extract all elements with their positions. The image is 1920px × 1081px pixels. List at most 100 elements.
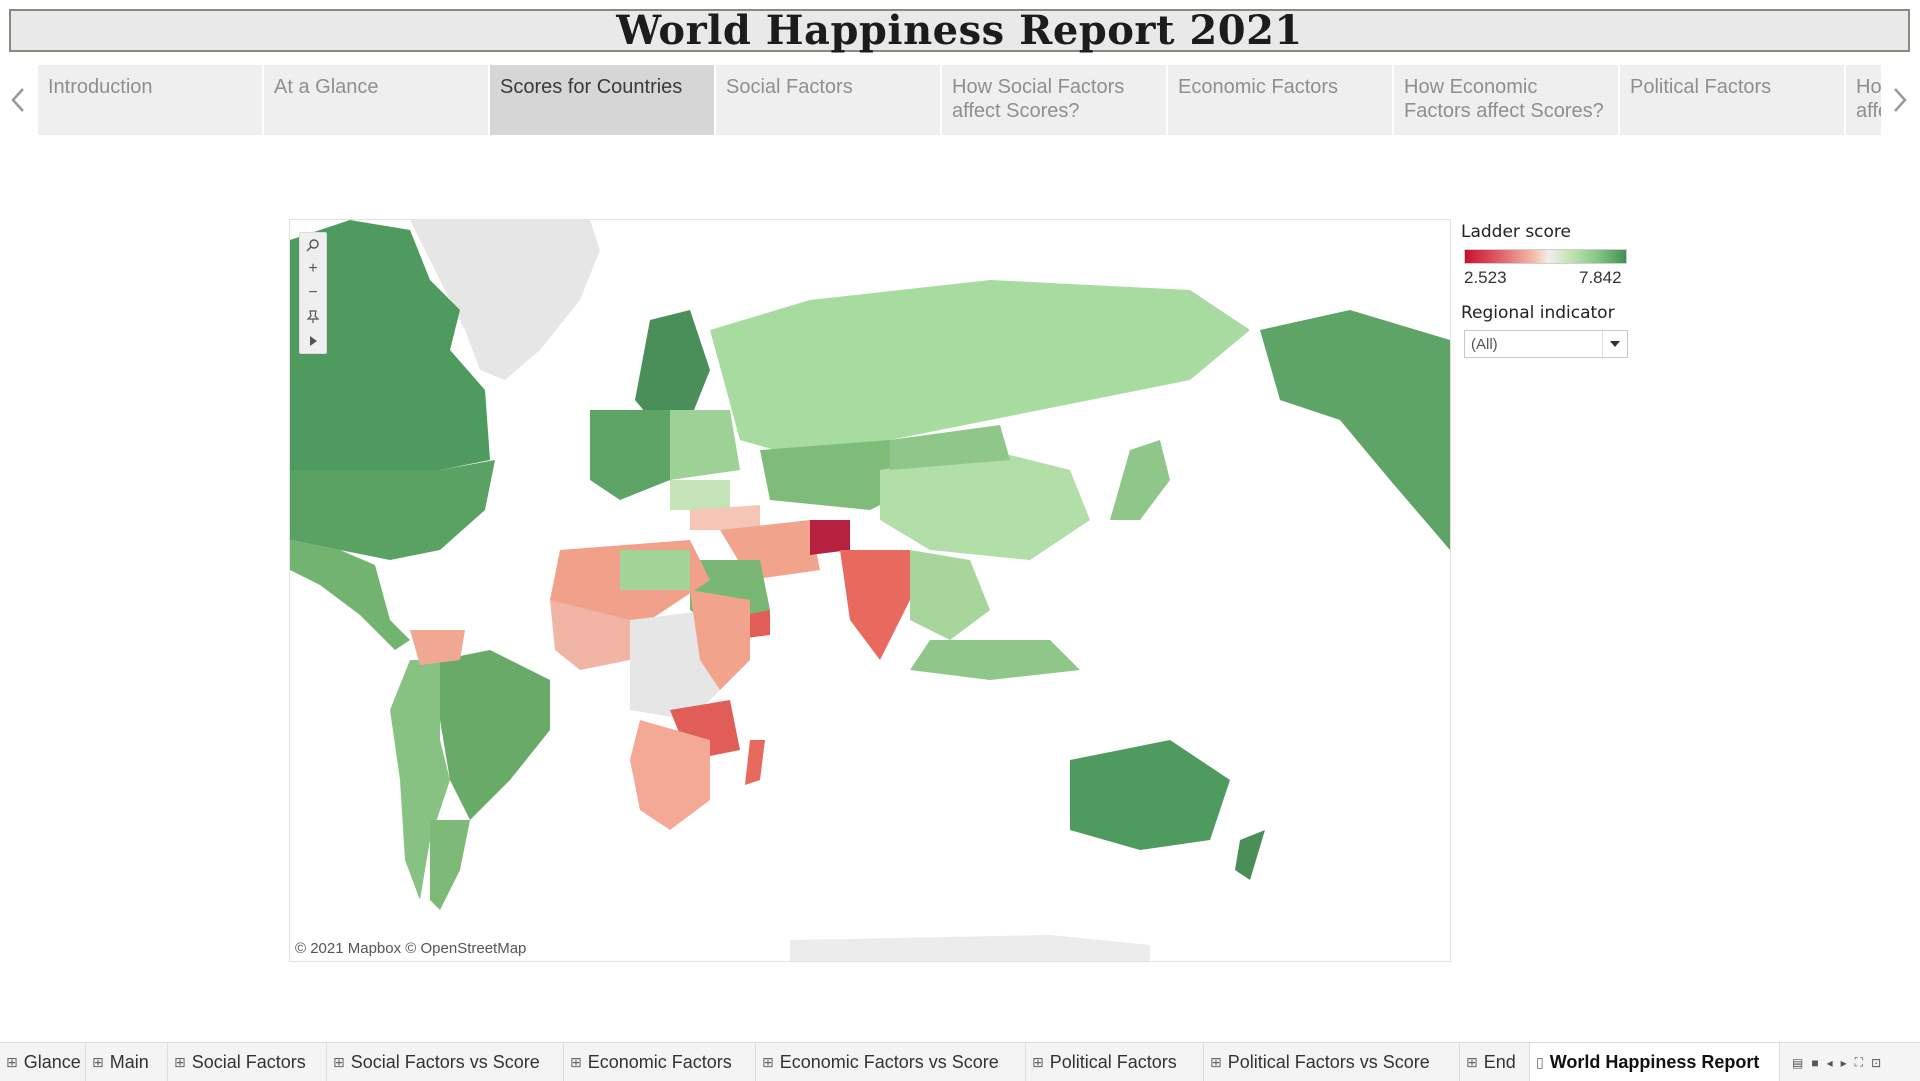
select-value: (All) xyxy=(1471,335,1498,353)
story-tab-label: Economic Factors xyxy=(1178,76,1339,98)
story-tab-label: Introduction xyxy=(48,76,153,98)
story-tab-label: How Economic Factors affect Scores? xyxy=(1404,76,1604,122)
sheet-tab-label: Political Factors vs Score xyxy=(1227,1051,1430,1072)
fullscreen-icon[interactable]: ⛶ xyxy=(1854,1055,1864,1069)
region-balkans xyxy=(670,480,730,510)
legend-max-value: 7.842 xyxy=(1579,268,1622,287)
story-tab-label: Political Factors xyxy=(1630,76,1772,98)
story-tab-label: How Political Factors affect Scores? xyxy=(1856,76,1881,122)
grid-icon: ⊞ xyxy=(762,1053,774,1070)
map-attribution: © 2021 Mapbox © OpenStreetMap xyxy=(295,940,527,957)
story-tab-political-factors[interactable]: Political Factors xyxy=(1620,65,1844,135)
region-brazil xyxy=(440,650,550,820)
story-tab-label: Scores for Countries xyxy=(500,76,683,98)
zoom-in-icon[interactable]: + xyxy=(308,260,318,277)
region-scandinavia xyxy=(635,310,710,430)
region-mexico xyxy=(290,540,410,650)
legend-min-value: 2.523 xyxy=(1464,268,1507,287)
pin-icon[interactable] xyxy=(300,305,326,329)
sheet-tab-political-factors[interactable]: ⊞ Political Factors xyxy=(1026,1043,1204,1081)
sheet-tab-label: Economic Factors vs Score xyxy=(779,1051,999,1072)
region-eastern-europe xyxy=(670,410,740,480)
region-west-africa xyxy=(550,600,630,670)
book-icon: ▯ xyxy=(1536,1053,1544,1070)
story-tab-how-political-factors[interactable]: How Political Factors affect Scores? xyxy=(1846,65,1881,135)
dashboard-title-bar: World Happiness Report 2021 xyxy=(9,7,1910,54)
region-canada xyxy=(290,220,490,470)
story-tab-how-economic-factors[interactable]: How Economic Factors affect Scores? xyxy=(1394,65,1618,135)
story-tab-scores-for-countries[interactable]: Scores for Countries xyxy=(490,65,714,135)
story-tab-introduction[interactable]: Introduction xyxy=(38,65,262,135)
story-tab-label: How Social Factors affect Scores? xyxy=(952,76,1125,122)
story-tab-social-factors[interactable]: Social Factors xyxy=(716,65,940,135)
grid-icon: ⊞ xyxy=(1032,1053,1044,1070)
chevron-down-icon xyxy=(1602,331,1627,357)
region-argentina xyxy=(430,820,470,910)
region-china xyxy=(880,450,1090,560)
sheet-tab-end[interactable]: ⊞ End xyxy=(1460,1043,1530,1081)
sheet-tab-label: Political Factors xyxy=(1049,1051,1177,1072)
story-prev-button[interactable] xyxy=(6,82,30,118)
grid-icon: ⊞ xyxy=(92,1053,104,1070)
region-egypt-libya xyxy=(620,550,690,590)
region-andes xyxy=(390,660,450,900)
region-indonesia xyxy=(910,640,1080,680)
sheet-tab-political-factors-vs-score[interactable]: ⊞ Political Factors vs Score xyxy=(1204,1043,1460,1081)
region-venezuela xyxy=(410,630,465,665)
sheet-tab-bar: ⊞ Glance ⊞ Main ⊞ Social Factors ⊞ Social Fa… xyxy=(0,1042,1920,1081)
sheet-tab-world-happiness-report[interactable]: ▯ World Happiness Report xyxy=(1530,1043,1780,1081)
story-next-button[interactable] xyxy=(1888,82,1912,118)
region-japan xyxy=(1110,440,1170,520)
region-afghanistan xyxy=(810,520,850,555)
story-tab-label: Social Factors xyxy=(726,76,853,98)
region-madagascar xyxy=(745,740,765,785)
sheet-tab-economic-factors-vs-score[interactable]: ⊞ Economic Factors vs Score xyxy=(756,1043,1026,1081)
prev-sheet-icon[interactable]: ◂ xyxy=(1826,1055,1833,1070)
region-mongolia xyxy=(890,425,1010,470)
zoom-out-icon[interactable]: − xyxy=(308,284,318,301)
show-sheet-icon[interactable]: ■ xyxy=(1811,1055,1819,1070)
show-filmstrip-icon[interactable]: ▤ xyxy=(1792,1055,1804,1070)
next-sheet-icon[interactable]: ▸ xyxy=(1840,1055,1847,1070)
story-tab-label: At a Glance xyxy=(274,76,379,98)
sheet-tab-label: End xyxy=(1483,1051,1516,1072)
present-icon[interactable]: ⊡ xyxy=(1871,1055,1882,1070)
grid-icon: ⊞ xyxy=(333,1053,345,1070)
story-tab-economic-factors[interactable]: Economic Factors xyxy=(1168,65,1392,135)
sheet-tab-social-factors-vs-score[interactable]: ⊞ Social Factors vs Score xyxy=(327,1043,564,1081)
sheet-controls: ▤ ■ ◂ ▸ ⛶ ⊡ xyxy=(1792,1055,1881,1070)
region-alaska xyxy=(1260,310,1450,550)
sheet-tab-label: Social Factors xyxy=(191,1051,306,1072)
grid-icon: ⊞ xyxy=(570,1053,582,1070)
legend-title: Ladder score xyxy=(1461,222,1572,242)
regional-indicator-select[interactable]: (All) xyxy=(1464,330,1628,358)
chevron-left-icon xyxy=(11,88,24,112)
sheet-tab-label: Social Factors vs Score xyxy=(350,1051,540,1072)
sheet-tab-label: World Happiness Report xyxy=(1549,1051,1760,1072)
sheet-tab-glance[interactable]: ⊞ Glance xyxy=(0,1043,86,1081)
sheet-tab-main[interactable]: ⊞ Main xyxy=(86,1043,168,1081)
story-tab-at-a-glance[interactable]: At a Glance xyxy=(264,65,488,135)
sheet-tab-label: Main xyxy=(109,1051,149,1072)
region-india xyxy=(840,550,910,660)
sheet-tab-economic-factors[interactable]: ⊞ Economic Factors xyxy=(564,1043,756,1081)
sheet-tab-label: Glance xyxy=(23,1051,81,1072)
grid-icon: ⊞ xyxy=(6,1053,18,1070)
expand-arrow-icon[interactable] xyxy=(300,329,326,353)
region-usa xyxy=(290,460,495,560)
world-map-svg xyxy=(290,220,1450,961)
sheet-tab-social-factors[interactable]: ⊞ Social Factors xyxy=(168,1043,327,1081)
region-russia xyxy=(710,280,1250,460)
search-icon[interactable] xyxy=(300,233,326,257)
story-tab-how-social-factors[interactable]: How Social Factors affect Scores? xyxy=(942,65,1166,135)
page-title: World Happiness Report 2021 xyxy=(616,7,1303,54)
region-australia xyxy=(1070,740,1230,850)
grid-icon: ⊞ xyxy=(1210,1053,1222,1070)
region-new-zealand xyxy=(1235,830,1265,880)
story-point-strip: Introduction At a Glance Scores for Coun… xyxy=(38,65,1881,135)
grid-icon: ⊞ xyxy=(1466,1053,1478,1070)
region-southern-africa xyxy=(630,720,710,830)
sheet-tab-label: Economic Factors xyxy=(587,1051,732,1072)
color-gradient-bar xyxy=(1464,249,1627,264)
choropleth-map[interactable]: + − © 2021 Mapbox © OpenStreetMap xyxy=(289,219,1451,962)
